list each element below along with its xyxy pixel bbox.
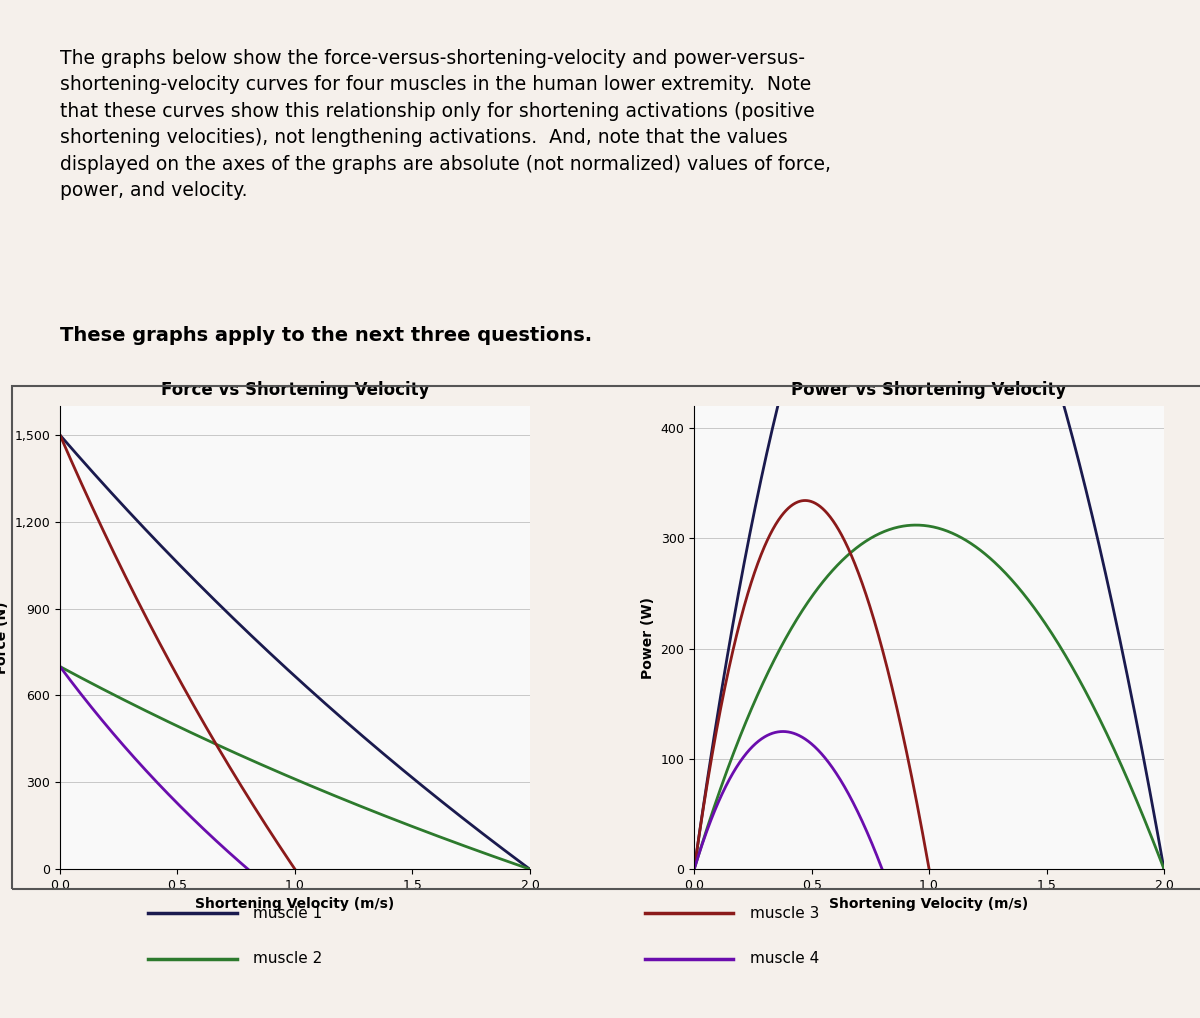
X-axis label: Shortening Velocity (m/s): Shortening Velocity (m/s)	[196, 898, 395, 911]
Y-axis label: Force (N): Force (N)	[0, 602, 8, 674]
Title: Force vs Shortening Velocity: Force vs Shortening Velocity	[161, 381, 430, 399]
Text: muscle 4: muscle 4	[750, 951, 820, 966]
Text: muscle 3: muscle 3	[750, 906, 820, 921]
Text: muscle 1: muscle 1	[253, 906, 323, 921]
Text: These graphs apply to the next three questions.: These graphs apply to the next three que…	[60, 326, 592, 345]
X-axis label: Shortening Velocity (m/s): Shortening Velocity (m/s)	[829, 898, 1028, 911]
Title: Power vs Shortening Velocity: Power vs Shortening Velocity	[792, 381, 1067, 399]
Text: The graphs below show the force-versus-shortening-velocity and power-versus-
sho: The graphs below show the force-versus-s…	[60, 49, 830, 201]
Text: muscle 2: muscle 2	[253, 951, 323, 966]
Y-axis label: Power (W): Power (W)	[641, 597, 655, 679]
